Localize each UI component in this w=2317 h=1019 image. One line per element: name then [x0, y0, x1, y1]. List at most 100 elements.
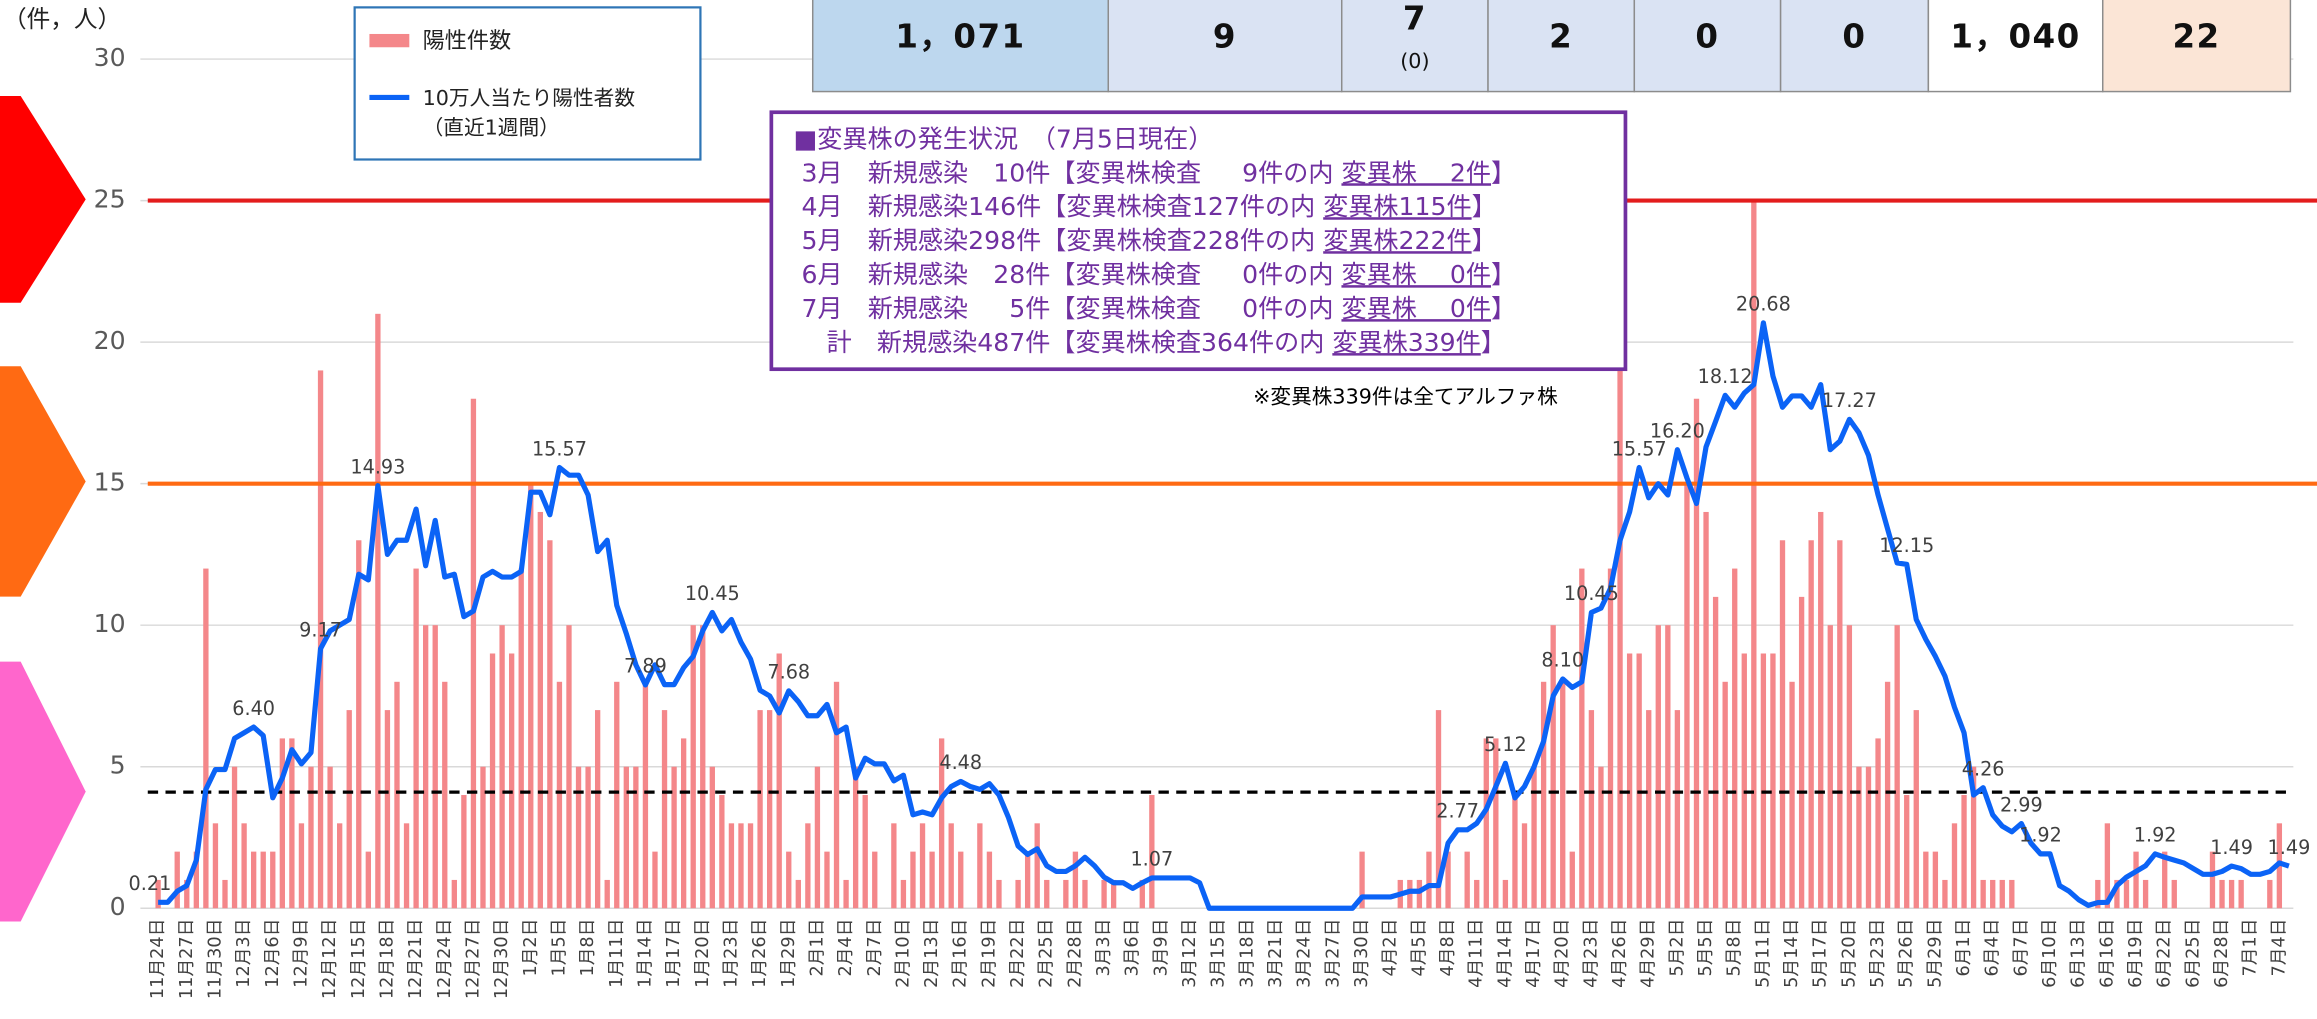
bar [1072, 851, 1079, 909]
x-tick-label: 2月10日 [893, 919, 913, 988]
x-tick-label: 2月7日 [865, 919, 885, 977]
bar [805, 823, 811, 909]
x-tick-label: 5月5日 [1696, 919, 1716, 977]
legend-label: 10万人当たり陽性者数 [423, 86, 636, 110]
data-label: 20.68 [1736, 293, 1791, 316]
bar [270, 851, 276, 909]
table-cell [1779, 0, 1930, 93]
variant-post: 】 [1491, 158, 1516, 187]
x-tick-label: 4月20日 [1553, 919, 1573, 988]
bar [241, 823, 247, 909]
bar [1827, 625, 1833, 909]
bar [843, 879, 849, 909]
bar [308, 766, 314, 909]
x-tick-label: 12月24日 [435, 919, 455, 1000]
bar [776, 653, 782, 909]
bar [1990, 879, 1996, 909]
x-tick-label: 3月6日 [1123, 919, 1143, 977]
legend-swatch [369, 33, 410, 48]
x-tick-label: 2月1日 [807, 919, 827, 977]
y-tick-label: 25 [94, 185, 126, 214]
x-tick-label: 1月8日 [578, 919, 598, 977]
bar [518, 568, 524, 909]
x-tick-label: 3月24日 [1295, 919, 1315, 988]
x-tick-label: 5月29日 [1925, 919, 1945, 988]
cell-value: 1，040 [1950, 17, 2080, 55]
bar [575, 766, 582, 909]
variant-post: 】 [1491, 294, 1516, 323]
cell-value: 2 [1549, 17, 1573, 55]
cell-value: 1，071 [895, 17, 1025, 55]
x-tick-label: 2月16日 [951, 919, 971, 988]
x-tick-label: 1月17日 [664, 919, 684, 988]
bar [1416, 879, 1423, 909]
bar [766, 710, 773, 909]
bar [1712, 596, 1719, 909]
bar [289, 738, 295, 909]
bar [470, 398, 477, 909]
y-tick-label: 30 [94, 43, 126, 72]
legend: 陽性件数 10万人当たり陽性者数 （直近1週間） [353, 6, 702, 161]
bar [1760, 653, 1767, 909]
bar [891, 823, 897, 909]
x-tick-label: 11月24日 [148, 919, 168, 1000]
summary-table: 1，071 9 7 (0) 2 0 0 1，040 22 [811, 0, 2292, 93]
data-label: 15.57 [1612, 437, 1667, 460]
x-tick-label: 6月7日 [2011, 919, 2031, 977]
y-tick-label: 10 [94, 609, 126, 638]
bar [977, 823, 983, 909]
bar [451, 879, 457, 909]
legend-label: 陽性件数 [423, 28, 512, 54]
bar [2171, 879, 2177, 909]
bar [298, 823, 305, 909]
bar [1818, 511, 1824, 909]
bar [2104, 823, 2111, 909]
bar [1693, 398, 1700, 909]
variant-pre: 4月 新規感染146件【変異株検査127件の内 [794, 192, 1324, 221]
x-tick-label: 6月22日 [2155, 919, 2175, 988]
bar [757, 710, 763, 909]
cell-value: 7 [1403, 0, 1427, 38]
bar [1560, 681, 1566, 909]
x-tick-label: 2月19日 [979, 919, 999, 988]
x-tick-label: 12月18日 [377, 919, 397, 1000]
bar [461, 795, 467, 909]
bar [614, 681, 620, 909]
x-tick-label: 3月15日 [1209, 919, 1229, 988]
x-tick-label: 3月3日 [1094, 919, 1114, 977]
bar [375, 313, 381, 909]
x-tick-label: 4月29日 [1639, 919, 1659, 988]
bar [422, 625, 429, 909]
bar [193, 851, 199, 909]
bar [1770, 653, 1776, 909]
x-tick-label: 4月5日 [1409, 919, 1429, 977]
data-label: 16.20 [1650, 419, 1705, 442]
level-arrow [0, 95, 86, 303]
x-tick-label: 1月23日 [721, 919, 741, 988]
x-tick-label: 5月2日 [1667, 919, 1687, 977]
bar [174, 851, 180, 909]
bar [1655, 625, 1661, 909]
x-tick-label: 2月13日 [922, 919, 942, 988]
bar [1732, 568, 1738, 909]
bar [1034, 823, 1040, 909]
variant-pre: 7月 新規感染 5件【変異株検査 0件の内 [794, 294, 1342, 323]
bar [623, 766, 629, 909]
x-tick-label: 12月12日 [320, 919, 340, 1000]
bar [585, 766, 591, 909]
bar [1846, 625, 1853, 909]
x-tick-label: 5月14日 [1782, 919, 1802, 988]
bar [1837, 540, 1843, 909]
bar [1789, 681, 1795, 909]
variant-note: ※変異株339件は全てアルファ株 [1253, 384, 1558, 408]
bar [1646, 710, 1652, 909]
data-label: 5.12 [1484, 733, 1527, 756]
variant-pre: 計 新規感染487件【変異株検査364件の内 [794, 328, 1333, 357]
bar [566, 625, 572, 909]
x-tick-label: 5月11日 [1753, 919, 1773, 988]
bar [833, 681, 840, 909]
bar [2267, 879, 2273, 909]
x-tick-label: 5月26日 [1897, 919, 1917, 988]
x-tick-label: 6月4日 [1983, 919, 2003, 977]
